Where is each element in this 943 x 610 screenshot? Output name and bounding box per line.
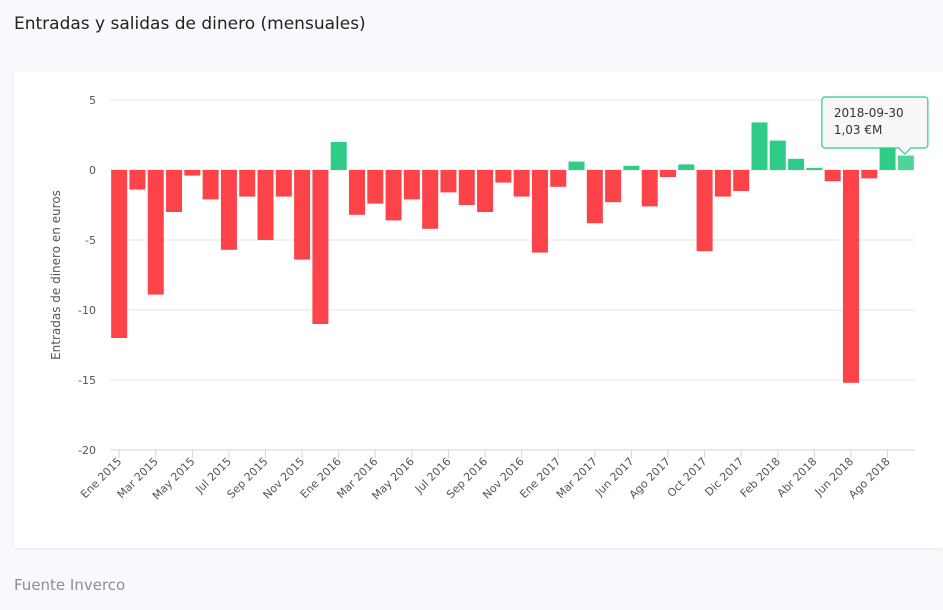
bar [806, 167, 823, 170]
bar [568, 161, 585, 170]
bar [422, 170, 439, 229]
bar [513, 170, 530, 197]
tooltip-value: 1,03 €M [834, 123, 883, 137]
bar [897, 155, 914, 170]
y-tick-label: -10 [78, 304, 96, 317]
bar [367, 170, 384, 204]
y-axis-label: Entradas de dinero en euros [49, 190, 63, 360]
bar [842, 170, 859, 383]
bar [330, 142, 347, 170]
bar [202, 170, 219, 200]
bar [147, 170, 164, 295]
bar [660, 170, 677, 177]
bar [111, 170, 128, 338]
bar [714, 170, 731, 197]
bar [733, 170, 750, 191]
x-tick-label: Oct 2017 [665, 455, 710, 500]
bar [294, 170, 311, 260]
bar [477, 170, 494, 212]
bar [769, 140, 786, 170]
bar [824, 170, 841, 182]
bar [166, 170, 183, 212]
bar [495, 170, 512, 183]
bar [385, 170, 402, 221]
bar [788, 158, 805, 170]
bar [129, 170, 146, 190]
tooltip-box [821, 96, 929, 155]
bar [257, 170, 274, 240]
y-tick-label: 5 [89, 94, 96, 107]
bar [458, 170, 475, 205]
bar [440, 170, 457, 193]
bar [879, 147, 896, 170]
bar [678, 164, 695, 170]
bar [403, 170, 420, 200]
x-tick-label: Abr 2018 [775, 455, 820, 500]
bar [239, 170, 256, 197]
source-note: Fuente Inverco [14, 576, 126, 594]
bar [861, 170, 878, 179]
bar [696, 170, 713, 252]
bar [586, 170, 603, 224]
bar [641, 170, 658, 207]
chart-title: Entradas y salidas de dinero (mensuales) [14, 14, 366, 34]
bar [275, 170, 292, 197]
y-tick-label: -5 [85, 234, 96, 247]
bar [220, 170, 237, 250]
bar [348, 170, 365, 215]
bar [623, 165, 640, 170]
y-tick-label: -15 [78, 374, 96, 387]
y-tick-label: 0 [89, 164, 96, 177]
bar [550, 170, 567, 187]
bar [531, 170, 548, 253]
tooltip: 2018-09-30 1,03 €M [821, 96, 929, 155]
bar [184, 170, 201, 176]
bar [312, 170, 329, 324]
tooltip-date: 2018-09-30 [834, 106, 904, 120]
bar [751, 122, 768, 170]
y-tick-label: -20 [78, 444, 96, 457]
bar [605, 170, 622, 203]
